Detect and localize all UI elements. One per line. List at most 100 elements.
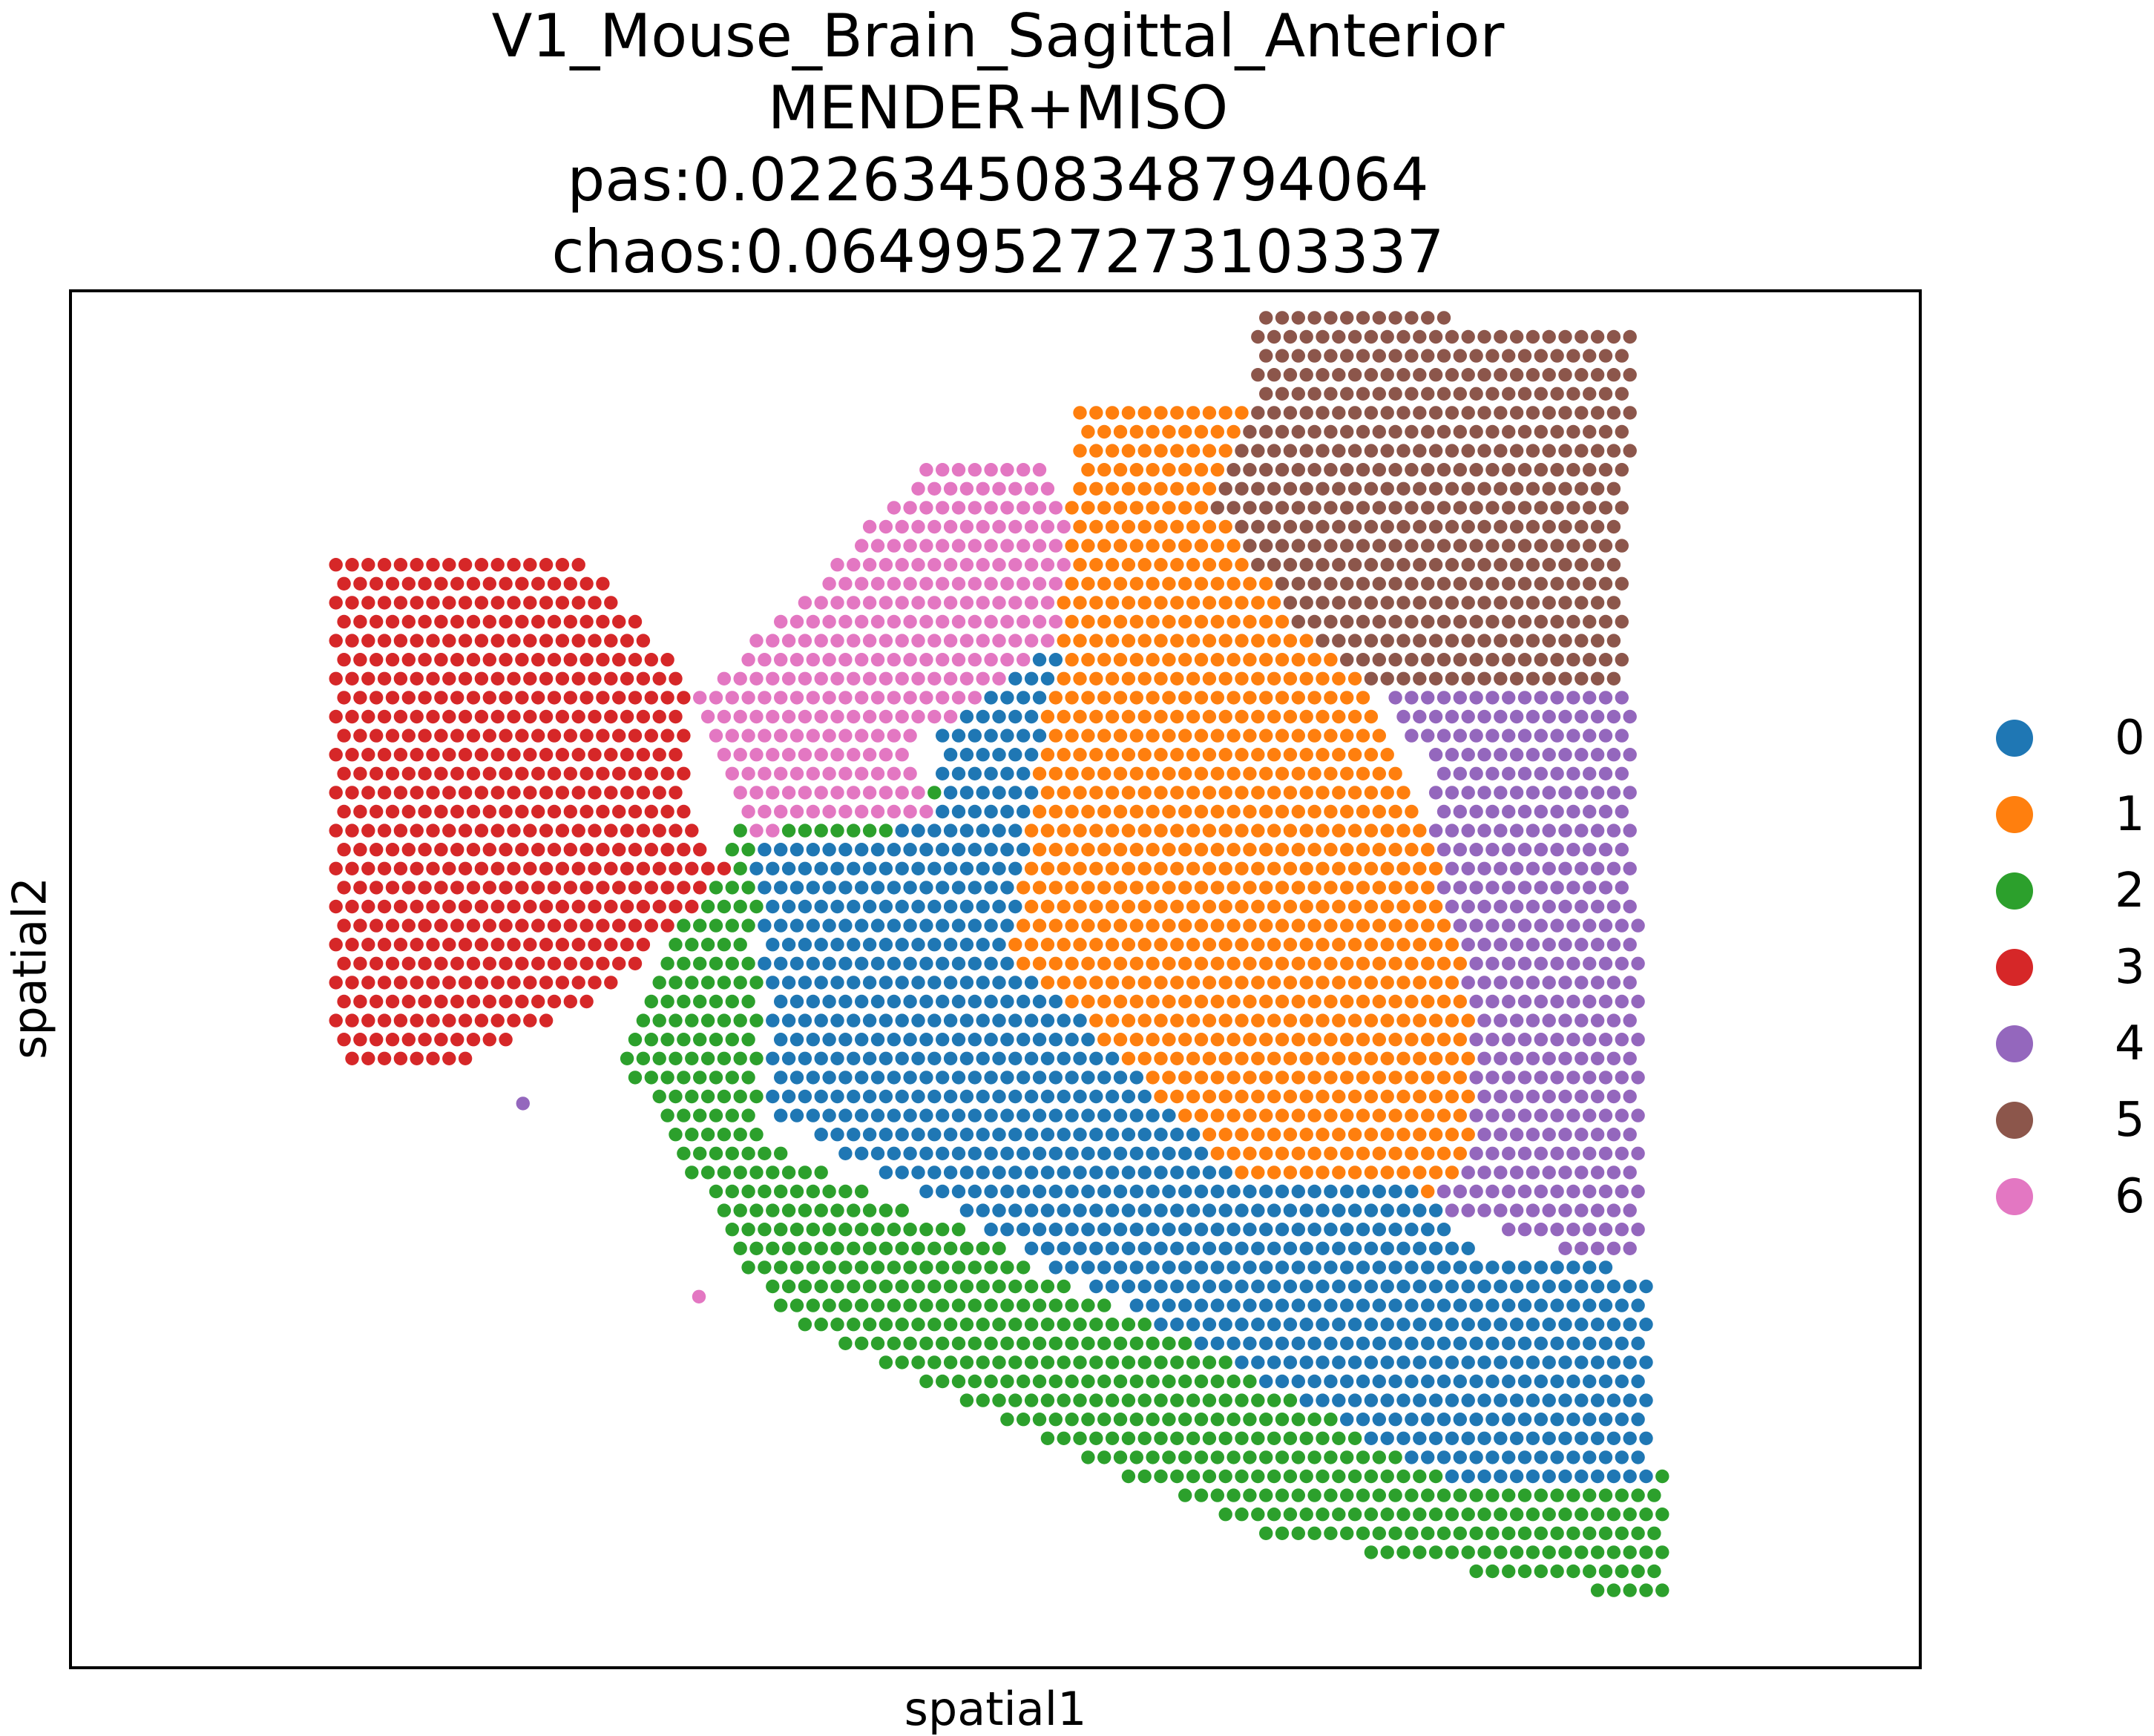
spot-point (1000, 994, 1014, 1009)
spot-point (1372, 463, 1387, 477)
spot-point (1218, 558, 1232, 572)
spot-point (1566, 1260, 1580, 1275)
spot-point (862, 1241, 877, 1256)
spot-point (1590, 786, 1605, 800)
spot-point (377, 1013, 392, 1028)
spot-point (1534, 463, 1548, 477)
spot-point (830, 899, 844, 914)
spot-point (1243, 1336, 1257, 1351)
spot-point (1606, 1051, 1621, 1066)
spot-point (1396, 938, 1411, 952)
spot-point (1655, 1469, 1669, 1484)
spot-point (1017, 1071, 1031, 1085)
spot-point (1137, 748, 1152, 762)
spot-point (1494, 1051, 1508, 1066)
spot-point (1615, 729, 1629, 743)
spot-point (377, 1051, 392, 1066)
spot-point (1396, 519, 1411, 534)
spot-point (1251, 368, 1265, 382)
spot-point (1073, 861, 1087, 875)
spot-point (806, 918, 820, 933)
spot-point (1065, 766, 1079, 780)
spot-point (1283, 329, 1298, 344)
spot-point (1372, 1450, 1387, 1464)
spot-point (1590, 558, 1605, 572)
spot-point (1445, 1355, 1459, 1370)
spot-point (1509, 406, 1524, 420)
spot-point (1178, 501, 1192, 515)
spot-point (1202, 596, 1217, 610)
spot-point (1186, 1089, 1201, 1104)
spot-point (393, 634, 408, 648)
spot-point (669, 786, 683, 800)
spot-point (1146, 956, 1160, 970)
spot-point (951, 1336, 966, 1351)
spot-point (337, 1033, 351, 1047)
spot-point (862, 709, 877, 724)
spot-point (1283, 1013, 1298, 1028)
spot-point (1267, 1089, 1281, 1104)
spot-point (968, 463, 982, 477)
spot-point (943, 1013, 958, 1028)
spot-point (1340, 881, 1354, 895)
spot-point (1550, 843, 1564, 857)
spot-point (1243, 994, 1257, 1009)
legend-item-6: 6 (1996, 1171, 2152, 1223)
spot-point (822, 1071, 836, 1085)
spot-point (1332, 823, 1346, 838)
spot-point (1364, 899, 1379, 914)
spot-point (1235, 558, 1249, 572)
spot-point (1170, 1393, 1184, 1407)
spot-point (1235, 1318, 1249, 1332)
spot-point (1275, 956, 1290, 970)
spot-point (1113, 1336, 1128, 1351)
spot-point (1606, 1583, 1621, 1597)
spot-point (1534, 804, 1548, 819)
spot-point (1129, 1260, 1144, 1275)
spot-point (1558, 899, 1572, 914)
spot-point (862, 976, 877, 990)
spot-point (539, 786, 554, 800)
spot-point (1283, 1279, 1298, 1294)
spot-point (677, 1108, 691, 1122)
spot-point (806, 1298, 820, 1312)
spot-point (1024, 823, 1039, 838)
spot-point (1235, 481, 1249, 496)
spot-point (951, 994, 966, 1009)
spot-point (345, 861, 359, 875)
spot-point (822, 653, 836, 667)
spot-point (652, 976, 666, 990)
spot-point (968, 501, 982, 515)
spot-point (774, 1146, 788, 1161)
spot-point (1057, 861, 1071, 875)
spot-point (943, 861, 958, 875)
spot-point (758, 843, 772, 857)
spot-point (1413, 1508, 1427, 1522)
spot-point (847, 558, 861, 572)
spot-point (1631, 1564, 1645, 1579)
spot-point (733, 976, 747, 990)
spot-point (1121, 1013, 1136, 1028)
spot-point (1453, 881, 1468, 895)
spot-point (1550, 1071, 1564, 1085)
spot-point (1040, 634, 1055, 648)
spot-point (1040, 786, 1055, 800)
spot-point (1347, 1089, 1362, 1104)
spot-point (1178, 994, 1192, 1009)
spot-point (1631, 994, 1645, 1009)
spot-point (1388, 1298, 1402, 1312)
spot-point (1202, 406, 1217, 420)
spot-point (547, 918, 562, 933)
spot-point (1575, 368, 1589, 382)
spot-point (1017, 614, 1031, 629)
spot-point (1243, 1184, 1257, 1199)
spot-point (1550, 766, 1564, 780)
spot-point (434, 804, 448, 819)
spot-point (1267, 406, 1281, 420)
spot-point (749, 748, 764, 762)
spot-point (1267, 823, 1281, 838)
spot-point (660, 653, 674, 667)
spot-point (401, 804, 416, 819)
spot-point (1324, 1526, 1338, 1540)
spot-point (1332, 1393, 1346, 1407)
